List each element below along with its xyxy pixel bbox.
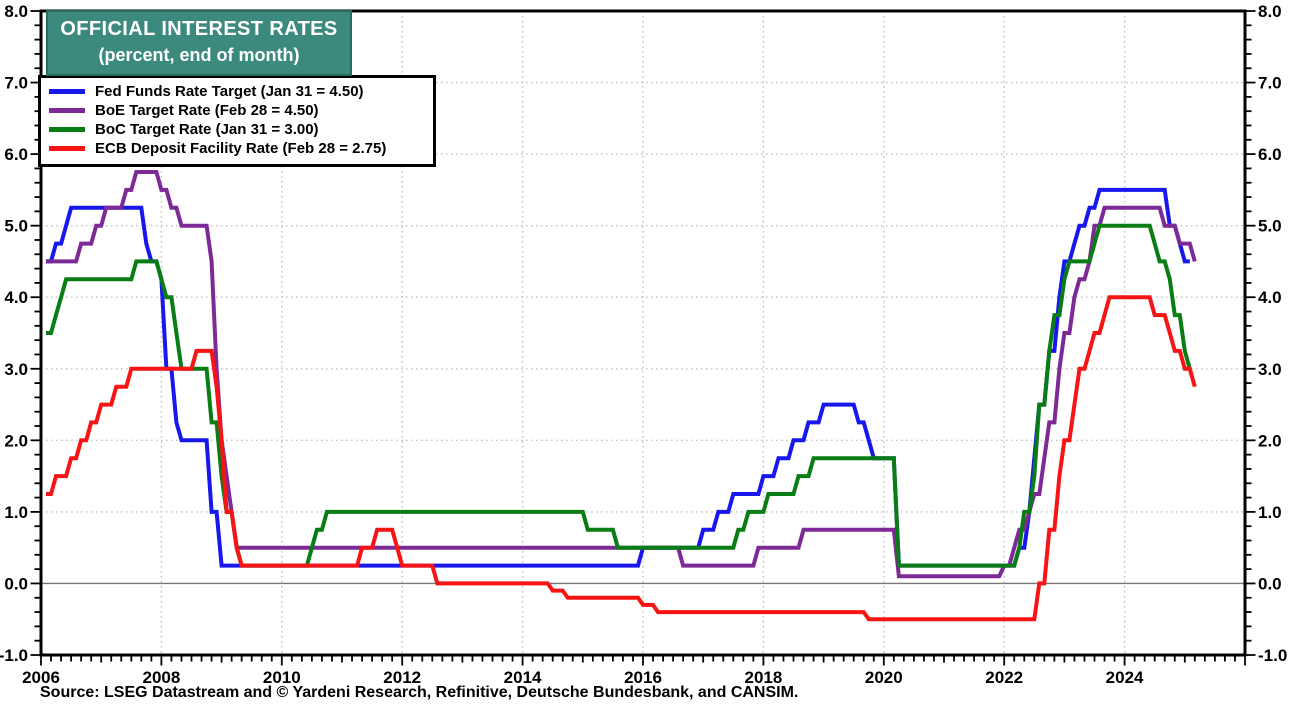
legend-item-boc: BoC Target Rate (Jan 31 = 3.00) <box>49 120 425 139</box>
y-tick-label-right-4.0: 4.0 <box>1258 288 1282 307</box>
y-tick-label-right-6.0: 6.0 <box>1258 145 1282 164</box>
x-tick-label-2016: 2016 <box>624 668 662 687</box>
y-tick-label-left-6.0: 6.0 <box>4 145 28 164</box>
x-tick-label-2010: 2010 <box>263 668 301 687</box>
y-tick-label-right-3.0: 3.0 <box>1258 360 1282 379</box>
x-tick-label-2014: 2014 <box>504 668 542 687</box>
x-tick-label-2018: 2018 <box>744 668 782 687</box>
source-note: Source: LSEG Datastream and © Yardeni Re… <box>40 684 799 701</box>
y-tick-label-left-7.0: 7.0 <box>4 74 28 93</box>
x-tick-label-2006: 2006 <box>22 668 60 687</box>
chart-title: OFFICIAL INTEREST RATES <box>60 18 338 40</box>
legend-swatch-ecb <box>49 146 85 151</box>
legend-label-fed: Fed Funds Rate Target (Jan 31 = 4.50) <box>95 83 364 100</box>
legend-label-boe: BoE Target Rate (Feb 28 = 4.50) <box>95 102 319 119</box>
x-tick-label-2008: 2008 <box>142 668 180 687</box>
axes <box>30 9 1256 666</box>
x-tick-label-2012: 2012 <box>383 668 421 687</box>
legend-item-ecb: ECB Deposit Facility Rate (Feb 28 = 2.75… <box>49 139 425 158</box>
y-tick-label-left-5.0: 5.0 <box>4 217 28 236</box>
legend-label-boc: BoC Target Rate (Jan 31 = 3.00) <box>95 121 319 138</box>
x-tick-label-2020: 2020 <box>865 668 903 687</box>
x-tick-label-2022: 2022 <box>985 668 1023 687</box>
y-tick-label-right-8.0: 8.0 <box>1258 2 1282 21</box>
chart-title-box: OFFICIAL INTEREST RATES (percent, end of… <box>46 10 352 76</box>
y-tick-label-right--1.0: -1.0 <box>1258 646 1287 665</box>
y-tick-label-left-4.0: 4.0 <box>4 288 28 307</box>
legend: Fed Funds Rate Target (Jan 31 = 4.50) Bo… <box>38 75 436 167</box>
legend-item-boe: BoE Target Rate (Feb 28 = 4.50) <box>49 101 425 120</box>
legend-item-fed: Fed Funds Rate Target (Jan 31 = 4.50) <box>49 82 425 101</box>
chart-subtitle: (percent, end of month) <box>98 45 300 65</box>
y-tick-label-left-8.0: 8.0 <box>4 2 28 21</box>
y-tick-label-left-0.0: 0.0 <box>4 574 28 593</box>
y-tick-label-right-2.0: 2.0 <box>1258 431 1282 450</box>
y-tick-label-right-5.0: 5.0 <box>1258 217 1282 236</box>
y-tick-label-right-0.0: 0.0 <box>1258 574 1282 593</box>
series-lines <box>46 170 1197 622</box>
legend-swatch-boe <box>49 108 85 113</box>
y-tick-label-left--1.0: -1.0 <box>0 646 28 665</box>
x-tick-label-2024: 2024 <box>1106 668 1144 687</box>
y-tick-label-right-1.0: 1.0 <box>1258 503 1282 522</box>
y-tick-label-left-3.0: 3.0 <box>4 360 28 379</box>
plot-border <box>39 9 1247 657</box>
legend-swatch-fed <box>49 89 85 94</box>
y-tick-label-left-1.0: 1.0 <box>4 503 28 522</box>
legend-swatch-boc <box>49 127 85 132</box>
y-tick-label-left-2.0: 2.0 <box>4 431 28 450</box>
y-tick-label-right-7.0: 7.0 <box>1258 74 1282 93</box>
series-line-ecb <box>46 295 1197 622</box>
axis-labels: 2006 2008 2010 2012 2014 2016 2018 2020 2022 2024… <box>0 2 1287 687</box>
legend-label-ecb: ECB Deposit Facility Rate (Feb 28 = 2.75… <box>95 140 387 157</box>
